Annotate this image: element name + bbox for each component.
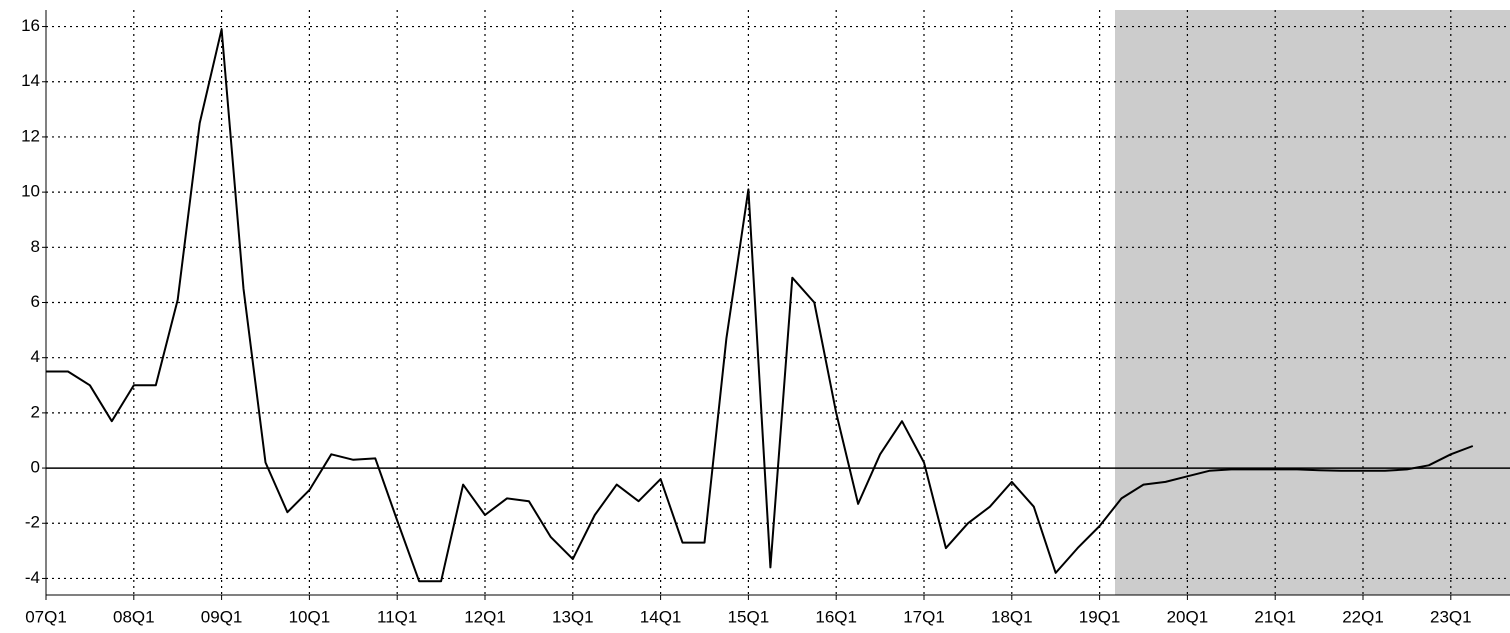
x-tick-label: 21Q1 [1254, 607, 1296, 626]
y-tick-label: 16 [21, 16, 40, 35]
x-tick-label: 20Q1 [1167, 607, 1209, 626]
y-tick-label: 2 [31, 402, 40, 421]
x-tick-label: 08Q1 [113, 607, 155, 626]
y-tick-label: 0 [31, 458, 40, 477]
x-tick-label: 18Q1 [991, 607, 1033, 626]
y-tick-label: 8 [31, 237, 40, 256]
y-tick-label: 4 [31, 347, 40, 366]
x-tick-label: 10Q1 [289, 607, 331, 626]
y-tick-label: 6 [31, 292, 40, 311]
y-tick-label: 12 [21, 126, 40, 145]
x-tick-label: 07Q1 [25, 607, 67, 626]
x-tick-label: 22Q1 [1342, 607, 1384, 626]
x-tick-label: 19Q1 [1079, 607, 1121, 626]
x-tick-label: 13Q1 [552, 607, 594, 626]
x-tick-label: 11Q1 [377, 607, 417, 626]
x-tick-label: 14Q1 [640, 607, 682, 626]
x-tick-label: 15Q1 [728, 607, 770, 626]
x-tick-label: 16Q1 [815, 607, 857, 626]
x-tick-label: 17Q1 [903, 607, 945, 626]
x-tick-label: 12Q1 [464, 607, 506, 626]
x-tick-label: 23Q1 [1430, 607, 1472, 626]
y-tick-label: 10 [21, 182, 40, 201]
y-tick-label: 14 [21, 71, 40, 90]
x-tick-label: 09Q1 [201, 607, 243, 626]
line [46, 28, 1474, 583]
y-tick-label: -2 [25, 513, 40, 532]
y-tick-label: -4 [25, 568, 40, 587]
